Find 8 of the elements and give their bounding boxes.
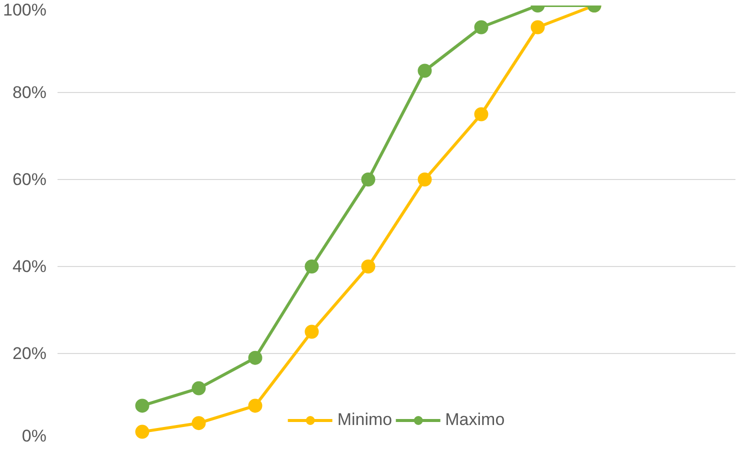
y-tick-label: 100% (3, 0, 47, 20)
y-tick-label: 40% (12, 257, 47, 276)
y-tick-label: 0% (22, 426, 47, 446)
legend-label: Minimo (337, 410, 392, 430)
y-tick-label: 20% (12, 344, 47, 363)
y-tick-label: 60% (12, 170, 47, 189)
legend-label: Maximo (445, 410, 505, 430)
y-tick-label: 80% (12, 83, 47, 102)
